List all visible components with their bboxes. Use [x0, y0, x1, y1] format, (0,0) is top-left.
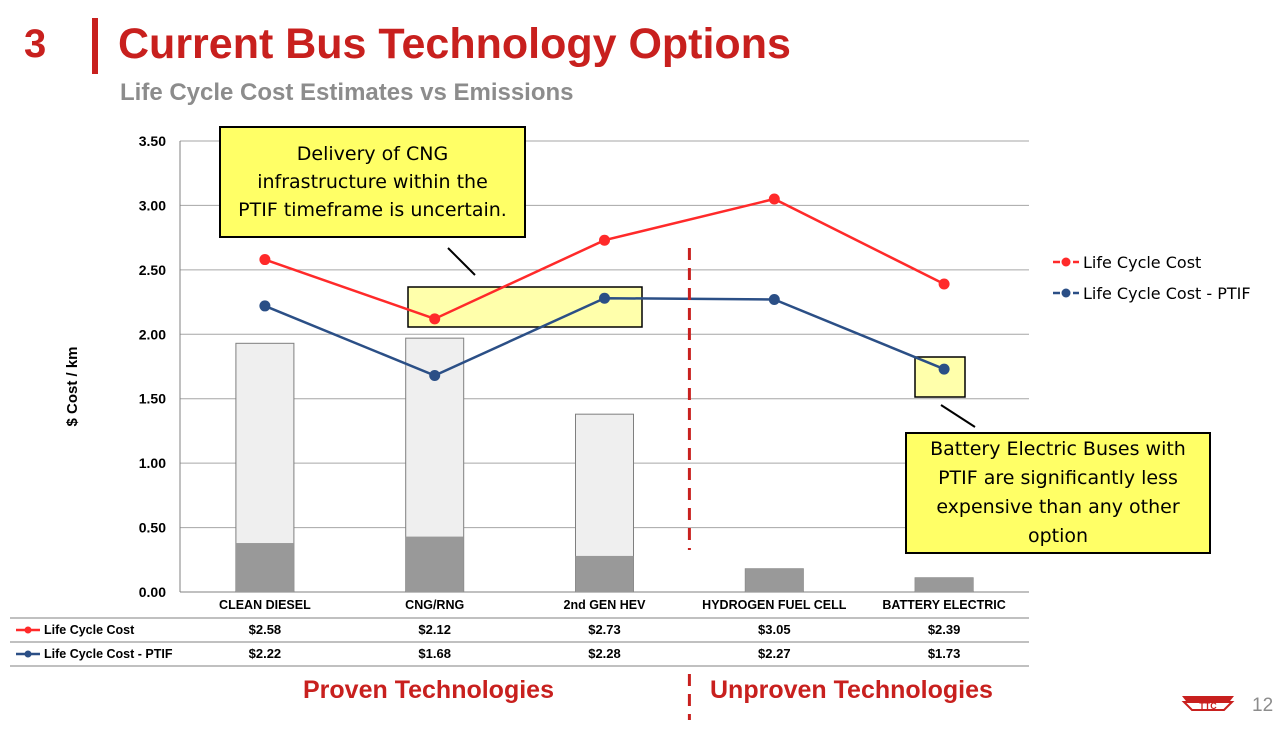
bar-lower-segment — [575, 555, 634, 592]
table-value: $1.73 — [928, 646, 961, 661]
battery-callout-pointer — [940, 404, 976, 428]
table-value: $2.39 — [928, 622, 961, 637]
cng-callout-pointer — [447, 247, 476, 276]
table-value: $2.27 — [758, 646, 791, 661]
y-tick-label: 3.00 — [139, 197, 166, 213]
bar-lower-segment — [745, 568, 804, 592]
table-row-label: Life Cycle Cost - PTIF — [44, 647, 173, 661]
slide-subtitle: Life Cycle Cost Estimates vs Emissions — [120, 79, 574, 106]
table-value: $2.58 — [249, 622, 282, 637]
series-point-1 — [768, 293, 780, 305]
legend-marker — [1061, 288, 1071, 298]
table-value: $3.05 — [758, 622, 791, 637]
proven-technologies-label: Proven Technologies — [303, 676, 554, 704]
y-tick-label: 1.50 — [139, 391, 166, 407]
bar-lower-segment — [405, 536, 464, 592]
y-tick-label: 1.00 — [139, 455, 166, 471]
battery-callout: Battery Electric Buses with PTIF are sig… — [905, 432, 1211, 554]
cng-highlight-box — [407, 286, 643, 328]
table-value: $2.73 — [588, 622, 621, 637]
unproven-technologies-label: Unproven Technologies — [710, 676, 993, 704]
series-point-1 — [938, 363, 950, 375]
x-category-label: CNG/RNG — [405, 598, 464, 612]
series-point-1 — [259, 300, 271, 312]
legend-label: Life Cycle Cost — [1083, 253, 1201, 272]
y-tick-label: 2.50 — [139, 262, 166, 278]
series-point-1 — [429, 370, 441, 382]
series-point-0 — [599, 234, 610, 246]
table-value: $2.22 — [249, 646, 282, 661]
series-point-1 — [599, 292, 610, 304]
series-point-0 — [429, 313, 441, 325]
table-value: $2.12 — [418, 622, 451, 637]
cng-callout: Delivery of CNG infrastructure within th… — [219, 126, 526, 238]
bar-lower-segment — [235, 543, 294, 592]
x-category-label: HYDROGEN FUEL CELL — [702, 598, 847, 612]
y-axis-label: $ Cost / km — [64, 346, 81, 426]
x-category-label: 2nd GEN HEV — [564, 598, 647, 612]
legend-label: Life Cycle Cost - PTIF — [1083, 284, 1251, 303]
table-value: $1.68 — [418, 646, 451, 661]
table-legend-marker — [24, 650, 32, 658]
bar-lower-segment — [915, 577, 974, 592]
y-tick-label: 0.00 — [139, 584, 166, 600]
table-legend-marker — [24, 626, 32, 634]
title-divider — [92, 18, 98, 74]
legend-marker — [1061, 257, 1071, 267]
series-point-0 — [259, 254, 271, 266]
x-category-label: CLEAN DIESEL — [219, 598, 311, 612]
series-point-0 — [938, 278, 950, 290]
svg-text:TTC: TTC — [1199, 701, 1217, 711]
y-tick-label: 2.00 — [139, 326, 166, 342]
table-value: $2.28 — [588, 646, 621, 661]
series-point-0 — [768, 193, 780, 205]
battery-highlight-box — [914, 356, 966, 398]
table-row-label: Life Cycle Cost — [44, 623, 135, 637]
ttc-logo-icon: TTC — [1181, 696, 1235, 711]
page-number: 12 — [1252, 695, 1274, 716]
y-tick-label: 0.50 — [139, 520, 166, 536]
section-number: 3 — [24, 22, 47, 66]
y-tick-label: 3.50 — [139, 133, 166, 149]
slide-title: Current Bus Technology Options — [118, 20, 791, 68]
x-category-label: BATTERY ELECTRIC — [882, 598, 1005, 612]
